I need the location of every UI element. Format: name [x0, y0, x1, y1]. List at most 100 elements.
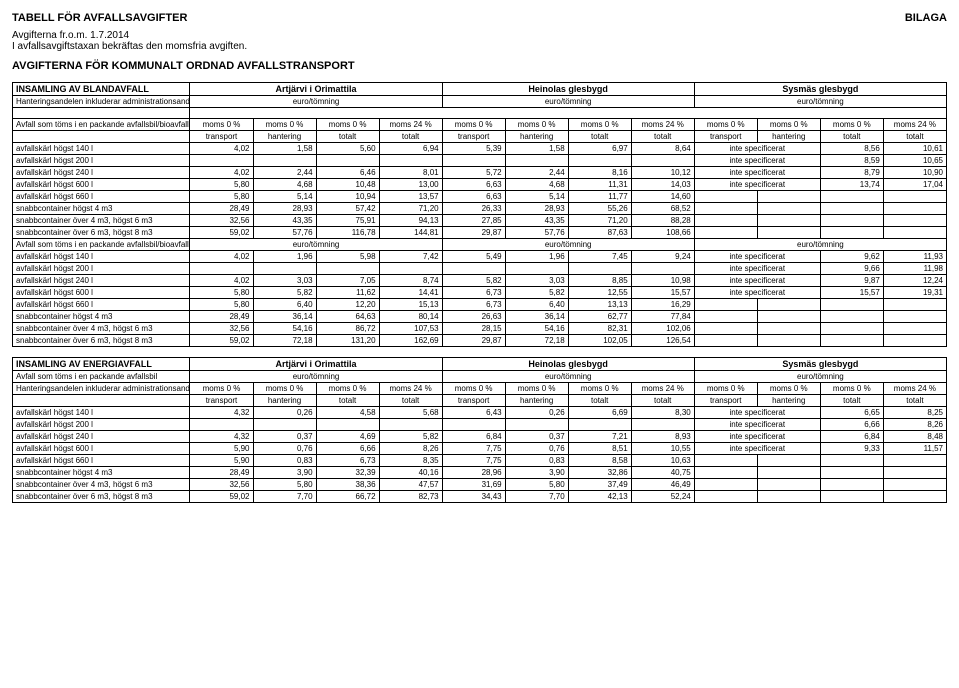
value: 19,31 [883, 287, 946, 299]
value: 13,74 [820, 179, 883, 191]
sub-header: totalt [316, 395, 379, 407]
value [820, 467, 883, 479]
value: 10,61 [883, 143, 946, 155]
value: 15,57 [631, 287, 694, 299]
value: 5,82 [253, 287, 316, 299]
sub-header: totalt [568, 131, 631, 143]
value [379, 263, 442, 275]
row-label: avfallskärl högst 600 l [13, 287, 190, 299]
value: 0,83 [253, 455, 316, 467]
region-heinola: Heinolas glesbygd [442, 83, 694, 96]
moms-header: moms 0 % [316, 119, 379, 131]
value: 1,96 [253, 251, 316, 263]
inte-specificerat: inte specificerat [694, 263, 820, 275]
value: 8,48 [883, 431, 946, 443]
value [694, 455, 757, 467]
row-label: avfallskärl högst 660 l [13, 455, 190, 467]
value: 10,94 [316, 191, 379, 203]
moms-header: moms 0 % [190, 383, 253, 395]
value [820, 479, 883, 491]
value: 7,21 [568, 431, 631, 443]
value: 28,49 [190, 203, 253, 215]
value: 9,66 [820, 263, 883, 275]
value: 12,55 [568, 287, 631, 299]
value: 59,02 [190, 227, 253, 239]
value [568, 263, 631, 275]
value: 72,18 [253, 335, 316, 347]
value: 6,84 [442, 431, 505, 443]
value: 4,02 [190, 143, 253, 155]
value [631, 263, 694, 275]
moms-header: moms 24 % [379, 119, 442, 131]
value: 5,80 [190, 287, 253, 299]
value: 6,46 [316, 167, 379, 179]
value [442, 263, 505, 275]
sub-header: transport [190, 395, 253, 407]
value [190, 263, 253, 275]
value: 1,58 [505, 143, 568, 155]
value: 8,85 [568, 275, 631, 287]
moms-header: moms 0 % [568, 383, 631, 395]
sub-header: hantering [253, 131, 316, 143]
value: 10,90 [883, 167, 946, 179]
value: 6,73 [316, 455, 379, 467]
row-label: avfallskärl högst 240 l [13, 167, 190, 179]
value: 10,12 [631, 167, 694, 179]
value: 36,14 [253, 311, 316, 323]
value: 27,85 [442, 215, 505, 227]
value: 5,80 [190, 299, 253, 311]
value: 87,63 [568, 227, 631, 239]
value [190, 155, 253, 167]
moms-header: moms 24 % [631, 383, 694, 395]
value: 54,16 [505, 323, 568, 335]
value: 4,02 [190, 275, 253, 287]
value: 3,03 [253, 275, 316, 287]
inte-specificerat: inte specificerat [694, 419, 820, 431]
euro-tomning: euro/tömning [190, 96, 442, 108]
value [820, 215, 883, 227]
energiavfall-table: INSAMLING AV ENERGIAVFALLArtjärvi i Orim… [12, 357, 947, 503]
moms-header: moms 0 % [694, 119, 757, 131]
value: 38,36 [316, 479, 379, 491]
region-sysma: Sysmäs glesbygd [694, 83, 946, 96]
value [253, 419, 316, 431]
value [694, 323, 757, 335]
value [316, 155, 379, 167]
value: 7,75 [442, 443, 505, 455]
effective-date: Avgifterna fr.o.m. 1.7.2014 [12, 30, 947, 41]
sub-header: totalt [631, 395, 694, 407]
euro-tomning: euro/tömning [694, 239, 946, 251]
value: 32,56 [190, 323, 253, 335]
sub-header: totalt [883, 131, 946, 143]
value: 8,35 [379, 455, 442, 467]
value: 5,98 [316, 251, 379, 263]
value [631, 419, 694, 431]
value: 4,69 [316, 431, 379, 443]
section-energiavfall: INSAMLING AV ENERGIAVFALLArtjärvi i Orim… [12, 357, 947, 503]
value: 12,24 [883, 275, 946, 287]
value: 57,76 [505, 227, 568, 239]
value [820, 203, 883, 215]
value: 6,43 [442, 407, 505, 419]
value [820, 227, 883, 239]
value: 64,63 [316, 311, 379, 323]
value: 36,14 [505, 311, 568, 323]
value: 5,80 [190, 191, 253, 203]
value: 9,87 [820, 275, 883, 287]
value [820, 191, 883, 203]
value [442, 419, 505, 431]
sub-header: hantering [505, 131, 568, 143]
value: 5,49 [442, 251, 505, 263]
value: 8,58 [568, 455, 631, 467]
value: 6,84 [820, 431, 883, 443]
sub-header: transport [694, 395, 757, 407]
value: 26,63 [442, 311, 505, 323]
value: 8,26 [379, 443, 442, 455]
value: 11,77 [568, 191, 631, 203]
section-title: INSAMLING AV BLANDAVFALL [13, 83, 190, 96]
value: 46,49 [631, 479, 694, 491]
row-label: avfallskärl högst 200 l [13, 155, 190, 167]
value: 28,96 [442, 467, 505, 479]
value [820, 299, 883, 311]
value: 11,62 [316, 287, 379, 299]
